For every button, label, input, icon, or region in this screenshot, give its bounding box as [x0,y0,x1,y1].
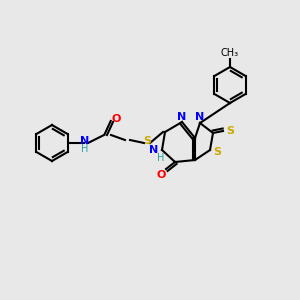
Text: CH₃: CH₃ [221,48,239,58]
Text: N: N [195,112,205,122]
Text: H: H [157,153,165,163]
Text: S: S [226,126,234,136]
Text: S: S [213,147,221,157]
Text: N: N [149,145,159,155]
Text: O: O [156,170,166,180]
Text: H: H [81,144,89,154]
Text: N: N [177,112,187,122]
Text: N: N [80,136,90,146]
Text: O: O [111,114,121,124]
Text: S: S [143,136,151,146]
